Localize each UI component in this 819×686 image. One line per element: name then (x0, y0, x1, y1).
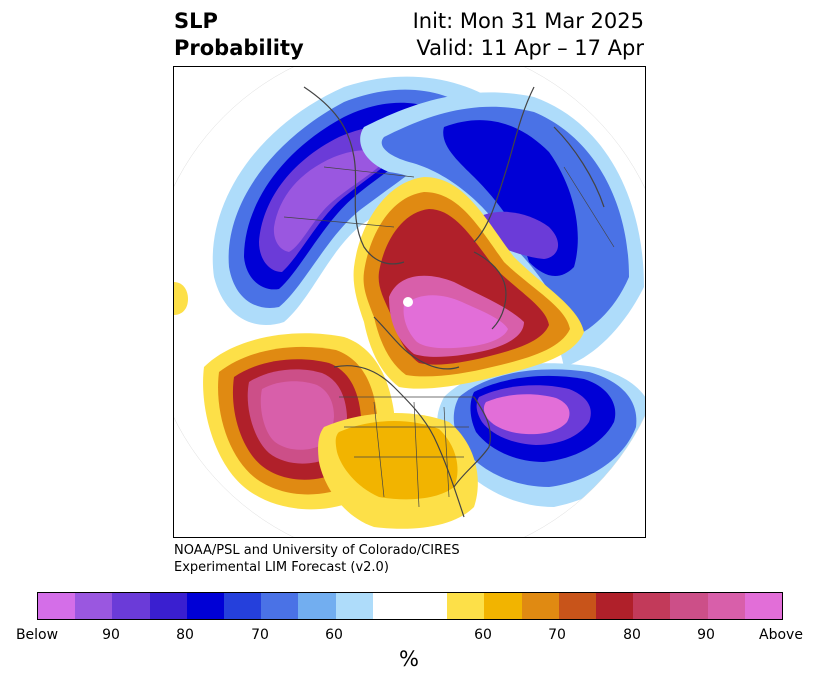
positive-region-north-america (318, 412, 478, 529)
colorbar-tick-label: 80 (176, 627, 194, 643)
colorbar-swatch (149, 593, 187, 619)
credit-line-1: NOAA/PSL and University of Colorado/CIRE… (174, 543, 460, 558)
colorbar-swatch (484, 593, 522, 619)
colorbar-swatch (633, 593, 671, 619)
title-line-1: SLP (174, 9, 218, 33)
colorbar-swatch (112, 593, 150, 619)
colorbar-swatch (75, 593, 113, 619)
forecast-dates: Init: Mon 31 Mar 2025 Valid: 11 Apr – 17… (413, 8, 644, 62)
colorbar-swatch (261, 593, 299, 619)
colorbar-tick-label: Below (15, 627, 59, 643)
colorbar-swatch (596, 593, 634, 619)
pole-hole (403, 297, 413, 307)
colorbar-tick-label: 70 (548, 627, 566, 643)
colorbar-swatch (744, 593, 783, 619)
political-borders (283, 166, 615, 508)
polar-map (173, 66, 646, 538)
map-title: SLP Probability (174, 8, 304, 62)
probability-field (174, 67, 645, 537)
valid-date-range: Valid: 11 Apr – 17 Apr (416, 36, 644, 60)
colorbar-swatch (707, 593, 745, 619)
colorbar-swatch (186, 593, 225, 619)
colorbar-swatch (38, 593, 76, 619)
credit-line-2: Experimental LIM Forecast (v2.0) (174, 560, 389, 575)
colorbar-tick-label: 90 (697, 627, 715, 643)
colorbar-tick-label: 70 (251, 627, 269, 643)
negative-region-atlantic-north (360, 92, 644, 367)
negative-region-atlantic (437, 363, 645, 507)
colorbar-tick-label: Above (759, 627, 803, 643)
colorbar-swatch (670, 593, 708, 619)
colorbar-swatch (224, 593, 262, 619)
colorbar (37, 592, 783, 620)
colorbar-tick-label: 90 (102, 627, 120, 643)
probability-map-svg (174, 67, 645, 537)
colorbar-tick-label: 60 (474, 627, 492, 643)
colorbar-unit-label: % (399, 647, 419, 671)
positive-blob-left-edge (174, 282, 188, 315)
colorbar-swatch (447, 593, 485, 619)
colorbar-swatch (521, 593, 559, 619)
colorbar-tick-label: 80 (623, 627, 641, 643)
credit-text: NOAA/PSL and University of Colorado/CIRE… (174, 542, 460, 576)
title-line-2: Probability (174, 36, 304, 60)
positive-region-arctic (353, 177, 584, 389)
colorbar-tick-label: 60 (325, 627, 343, 643)
colorbar-swatch (558, 593, 597, 619)
colorbar-swatch (335, 593, 373, 619)
colorbar-swatch (410, 593, 448, 619)
init-date: Init: Mon 31 Mar 2025 (412, 9, 644, 33)
colorbar-swatch (298, 593, 336, 619)
colorbar-swatch (372, 593, 411, 619)
